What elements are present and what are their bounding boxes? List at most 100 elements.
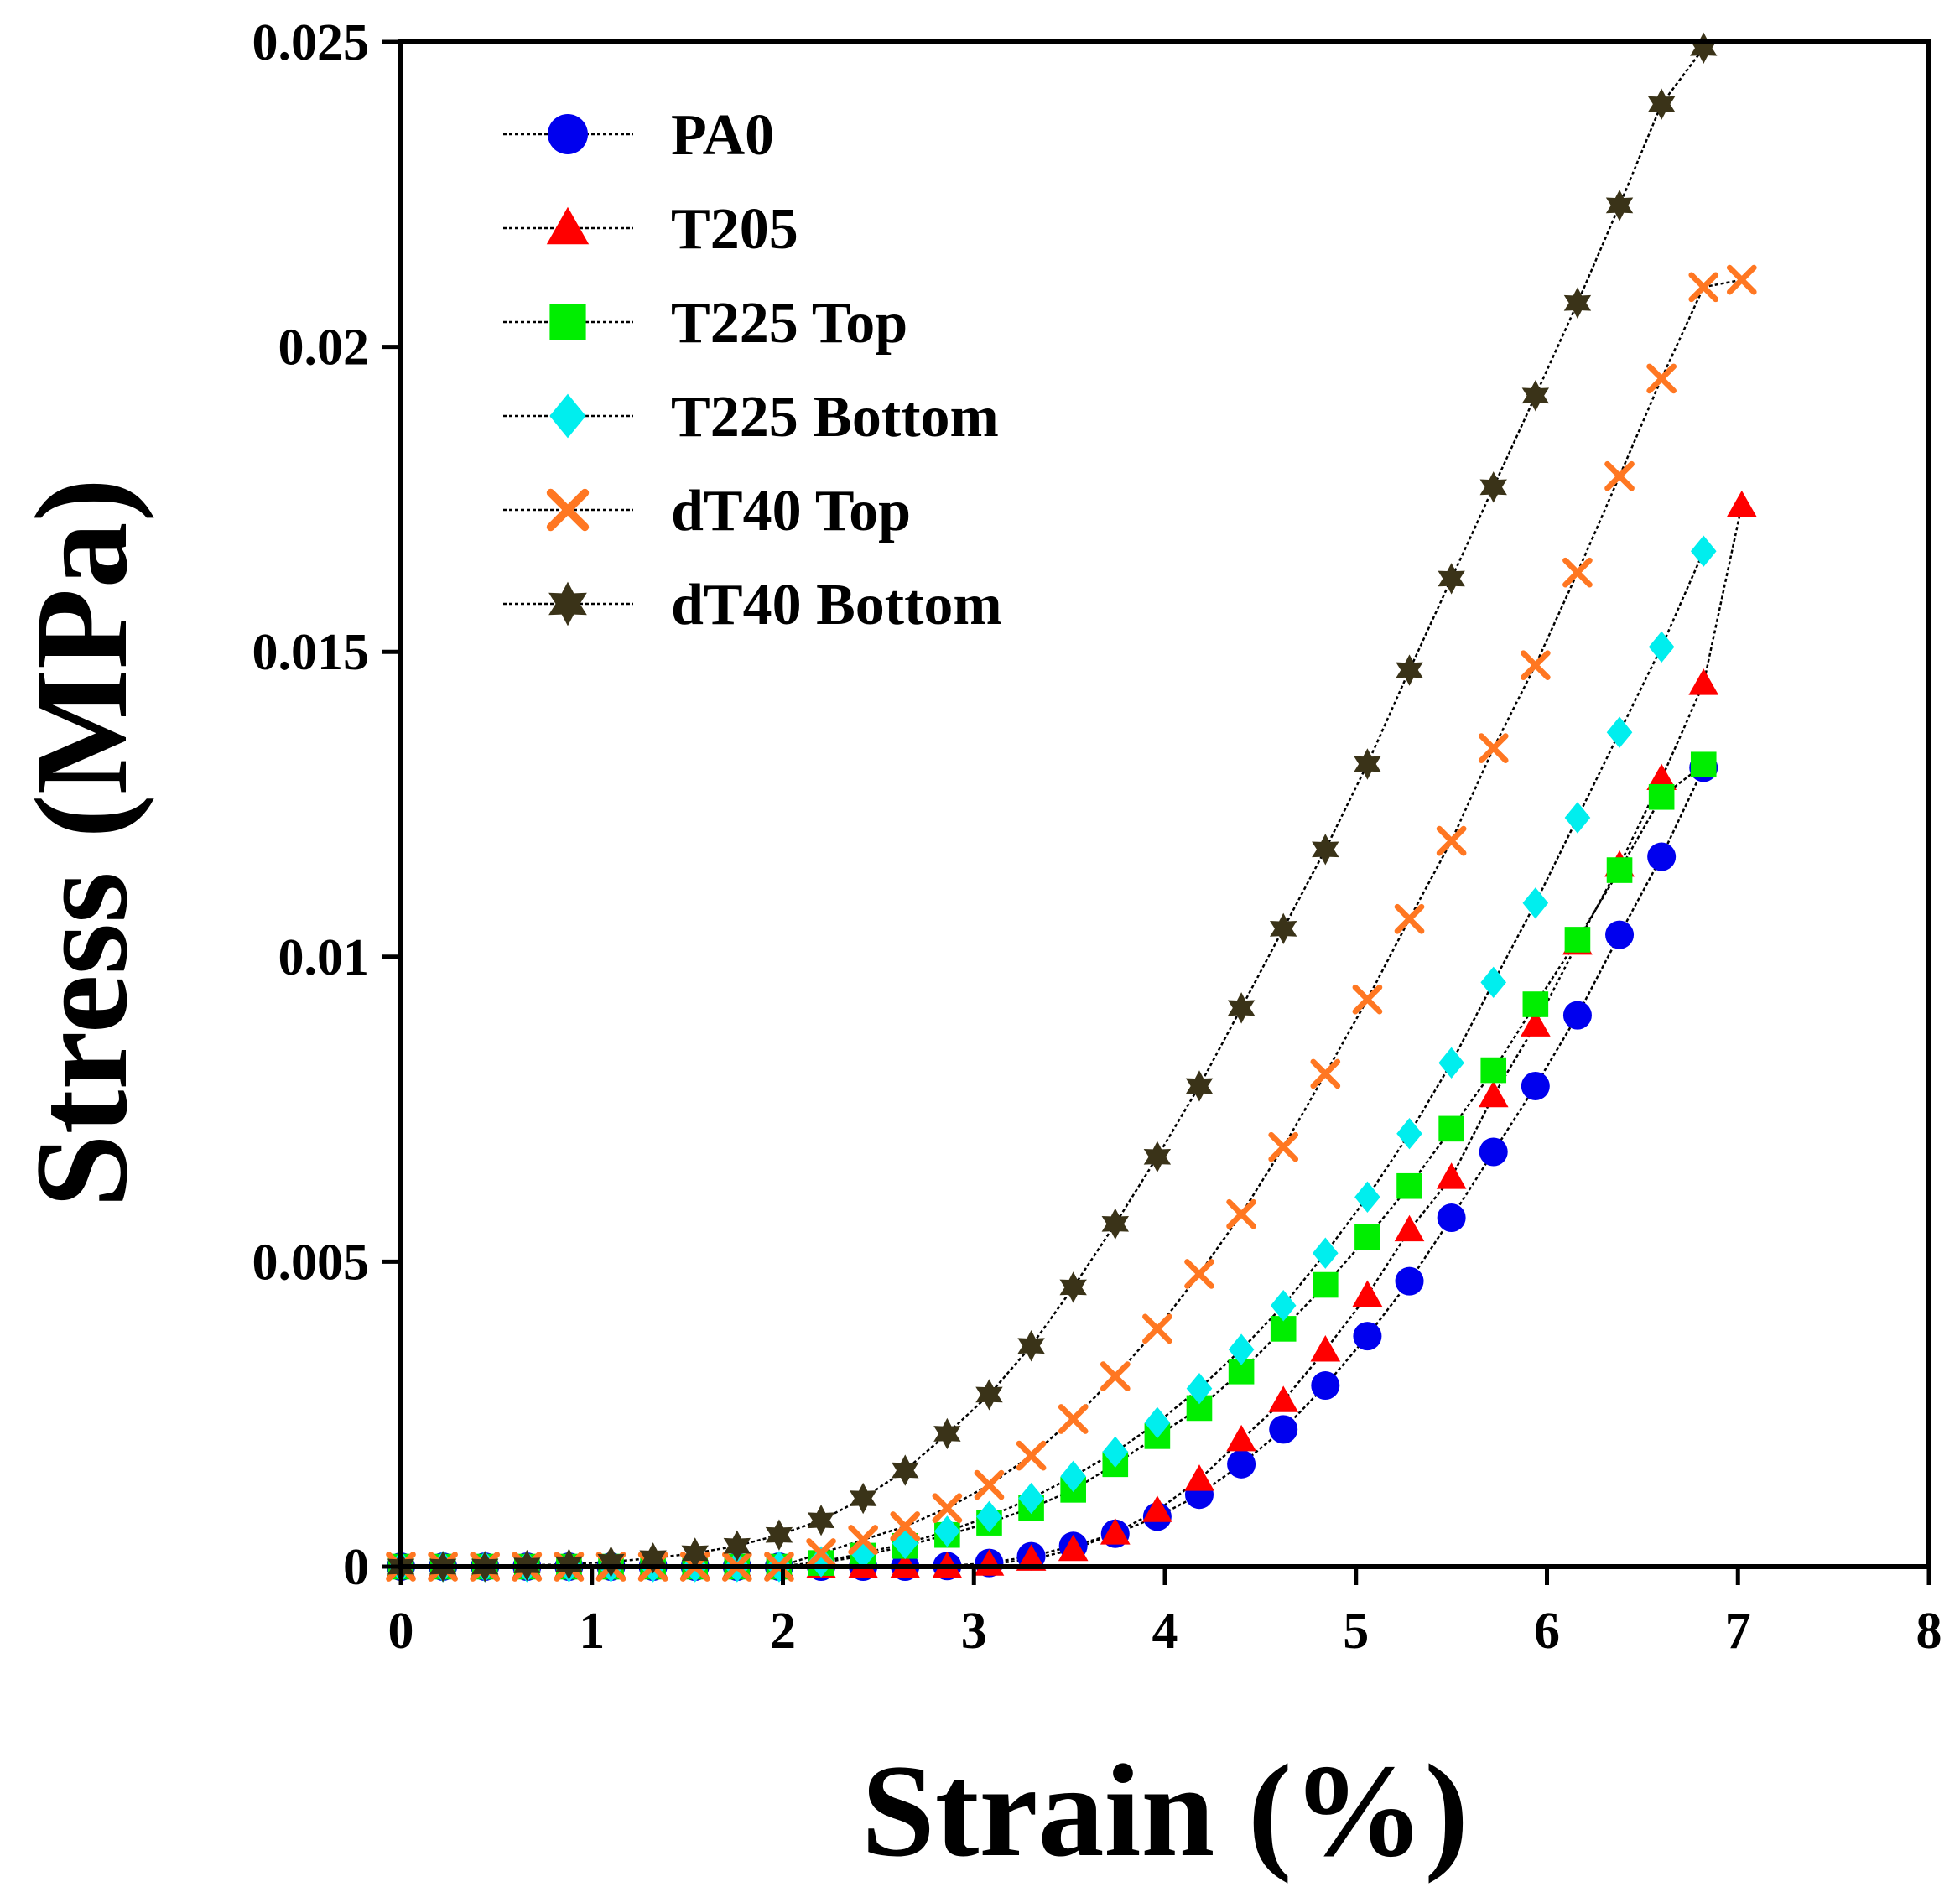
data-point-dt40-top [974,1469,1005,1500]
legend-item-pa0: PA0 [503,103,774,168]
data-point-dt40-bottom [807,1505,835,1536]
data-point-t225-bottom [1060,1460,1086,1493]
data-point-dt40-top [1478,733,1509,763]
data-point-dt40-bottom [723,1530,751,1562]
data-point-t225-bottom [934,1515,960,1547]
data-point-dt40-top [806,1538,836,1568]
data-point-t205 [1142,1495,1172,1522]
legend-marker-t225-bottom [549,393,586,439]
legend-marker-dt40-bottom [548,581,587,626]
data-point-dt40-bottom [1354,748,1381,780]
data-point-t225-bottom [1354,1181,1380,1214]
series-markers [386,32,1757,1583]
legend: PA0 T205 T225 Top T225 Bottom dT40 Top dT40 B… [503,103,1002,637]
data-point-t225-top [1396,1172,1422,1199]
data-point-t225-bottom [1018,1482,1044,1515]
data-point-t225-top [1522,991,1549,1017]
data-point-t205 [1268,1385,1299,1412]
data-point-t225-top [1438,1115,1464,1142]
data-point-t205 [1100,1518,1131,1545]
data-point-pa0 [1647,842,1677,871]
data-point-t205 [1726,490,1757,517]
data-point-t205 [1478,1080,1509,1108]
series-t225-top [387,751,1717,1580]
data-point-dt40-top [1100,1361,1131,1391]
data-point-t225-bottom [1648,631,1675,663]
data-point-dt40-top [1688,272,1719,303]
series-t225-bottom [387,535,1717,1583]
data-point-dt40-top [1016,1440,1047,1471]
data-point-dt40-top [1268,1131,1299,1162]
series-pa0 [387,753,1718,1581]
y-axis-title: Stress (MPa) [8,478,155,1208]
data-point-pa0 [1562,1001,1592,1030]
data-point-t225-bottom [1144,1406,1171,1439]
series-line-t225-bottom [401,550,1705,1568]
legend-label: dT40 Top [671,479,911,543]
series-line-dt40-bottom [401,47,1705,1568]
data-point-dt40-top [1562,557,1593,588]
data-point-pa0 [1227,1449,1256,1479]
series-line-pa0 [401,767,1705,1568]
data-point-t205 [1310,1334,1341,1362]
data-point-t225-bottom [1438,1047,1464,1079]
data-point-t225-top [1480,1057,1507,1084]
data-point-pa0 [1605,920,1635,949]
data-point-dt40-bottom [1227,992,1256,1024]
data-point-dt40-top [932,1493,963,1524]
legend-label: T225 Top [671,291,907,356]
data-point-dt40-bottom [1521,380,1550,412]
data-point-dt40-bottom [1185,1070,1214,1102]
legend-marker-t205 [546,206,590,245]
x-tick-label: 0 [388,1603,414,1660]
data-point-dt40-top [1436,825,1467,856]
series-dt40-top [386,264,1757,1582]
x-tick-label: 7 [1725,1603,1751,1660]
data-point-t225-top [1690,751,1717,778]
legend-item-t205: T205 [503,197,798,262]
data-point-dt40-bottom [1605,190,1634,221]
data-point-dt40-bottom [1059,1271,1087,1303]
data-point-dt40-bottom [1101,1208,1129,1240]
x-tick-label: 8 [1916,1603,1942,1660]
data-point-dt40-bottom [1017,1330,1045,1362]
data-point-t205 [1184,1464,1214,1491]
data-point-pa0 [1269,1415,1298,1444]
y-tick-label: 0.01 [278,929,370,986]
data-point-t205 [1058,1534,1089,1562]
series-dt40-bottom [387,32,1718,1583]
series-line-t225-top [401,763,1705,1568]
data-point-dt40-top [1726,264,1757,295]
legend-label: dT40 Bottom [671,573,1002,637]
data-point-dt40-top [1646,363,1677,394]
data-point-t225-bottom [1690,535,1717,567]
data-point-t225-bottom [1186,1372,1213,1405]
data-point-t205 [1436,1162,1467,1189]
y-tick-label: 0.02 [278,320,370,377]
data-point-dt40-top [848,1525,878,1555]
series-line-dt40-top [401,278,1743,1568]
legend-label: PA0 [671,103,774,168]
data-point-dt40-top [1352,984,1383,1015]
x-axis-title: Strain (%) [861,1738,1469,1884]
data-point-t205 [1394,1214,1425,1242]
data-point-dt40-top [1184,1259,1214,1289]
x-tick-label: 3 [961,1603,987,1660]
data-point-dt40-top [1310,1058,1341,1089]
legend-marker-pa0 [548,114,588,154]
data-point-t205 [1646,763,1677,791]
data-point-dt40-top [1226,1198,1256,1229]
data-point-pa0 [1353,1322,1382,1351]
y-tick-label: 0 [343,1539,369,1596]
data-point-t225-bottom [1313,1237,1339,1269]
y-tick-label: 0.025 [252,14,370,71]
data-point-dt40-bottom [639,1542,667,1574]
data-point-t225-bottom [1228,1333,1255,1365]
x-axis-ticks: 0 1 2 3 4 5 6 7 8 [388,1567,1942,1660]
x-tick-label: 1 [579,1603,605,1660]
data-point-t225-bottom [1522,887,1549,919]
data-point-dt40-top [1520,650,1551,681]
legend-item-dt40-bottom: dT40 Bottom [503,573,1002,637]
data-point-pa0 [1395,1266,1424,1296]
